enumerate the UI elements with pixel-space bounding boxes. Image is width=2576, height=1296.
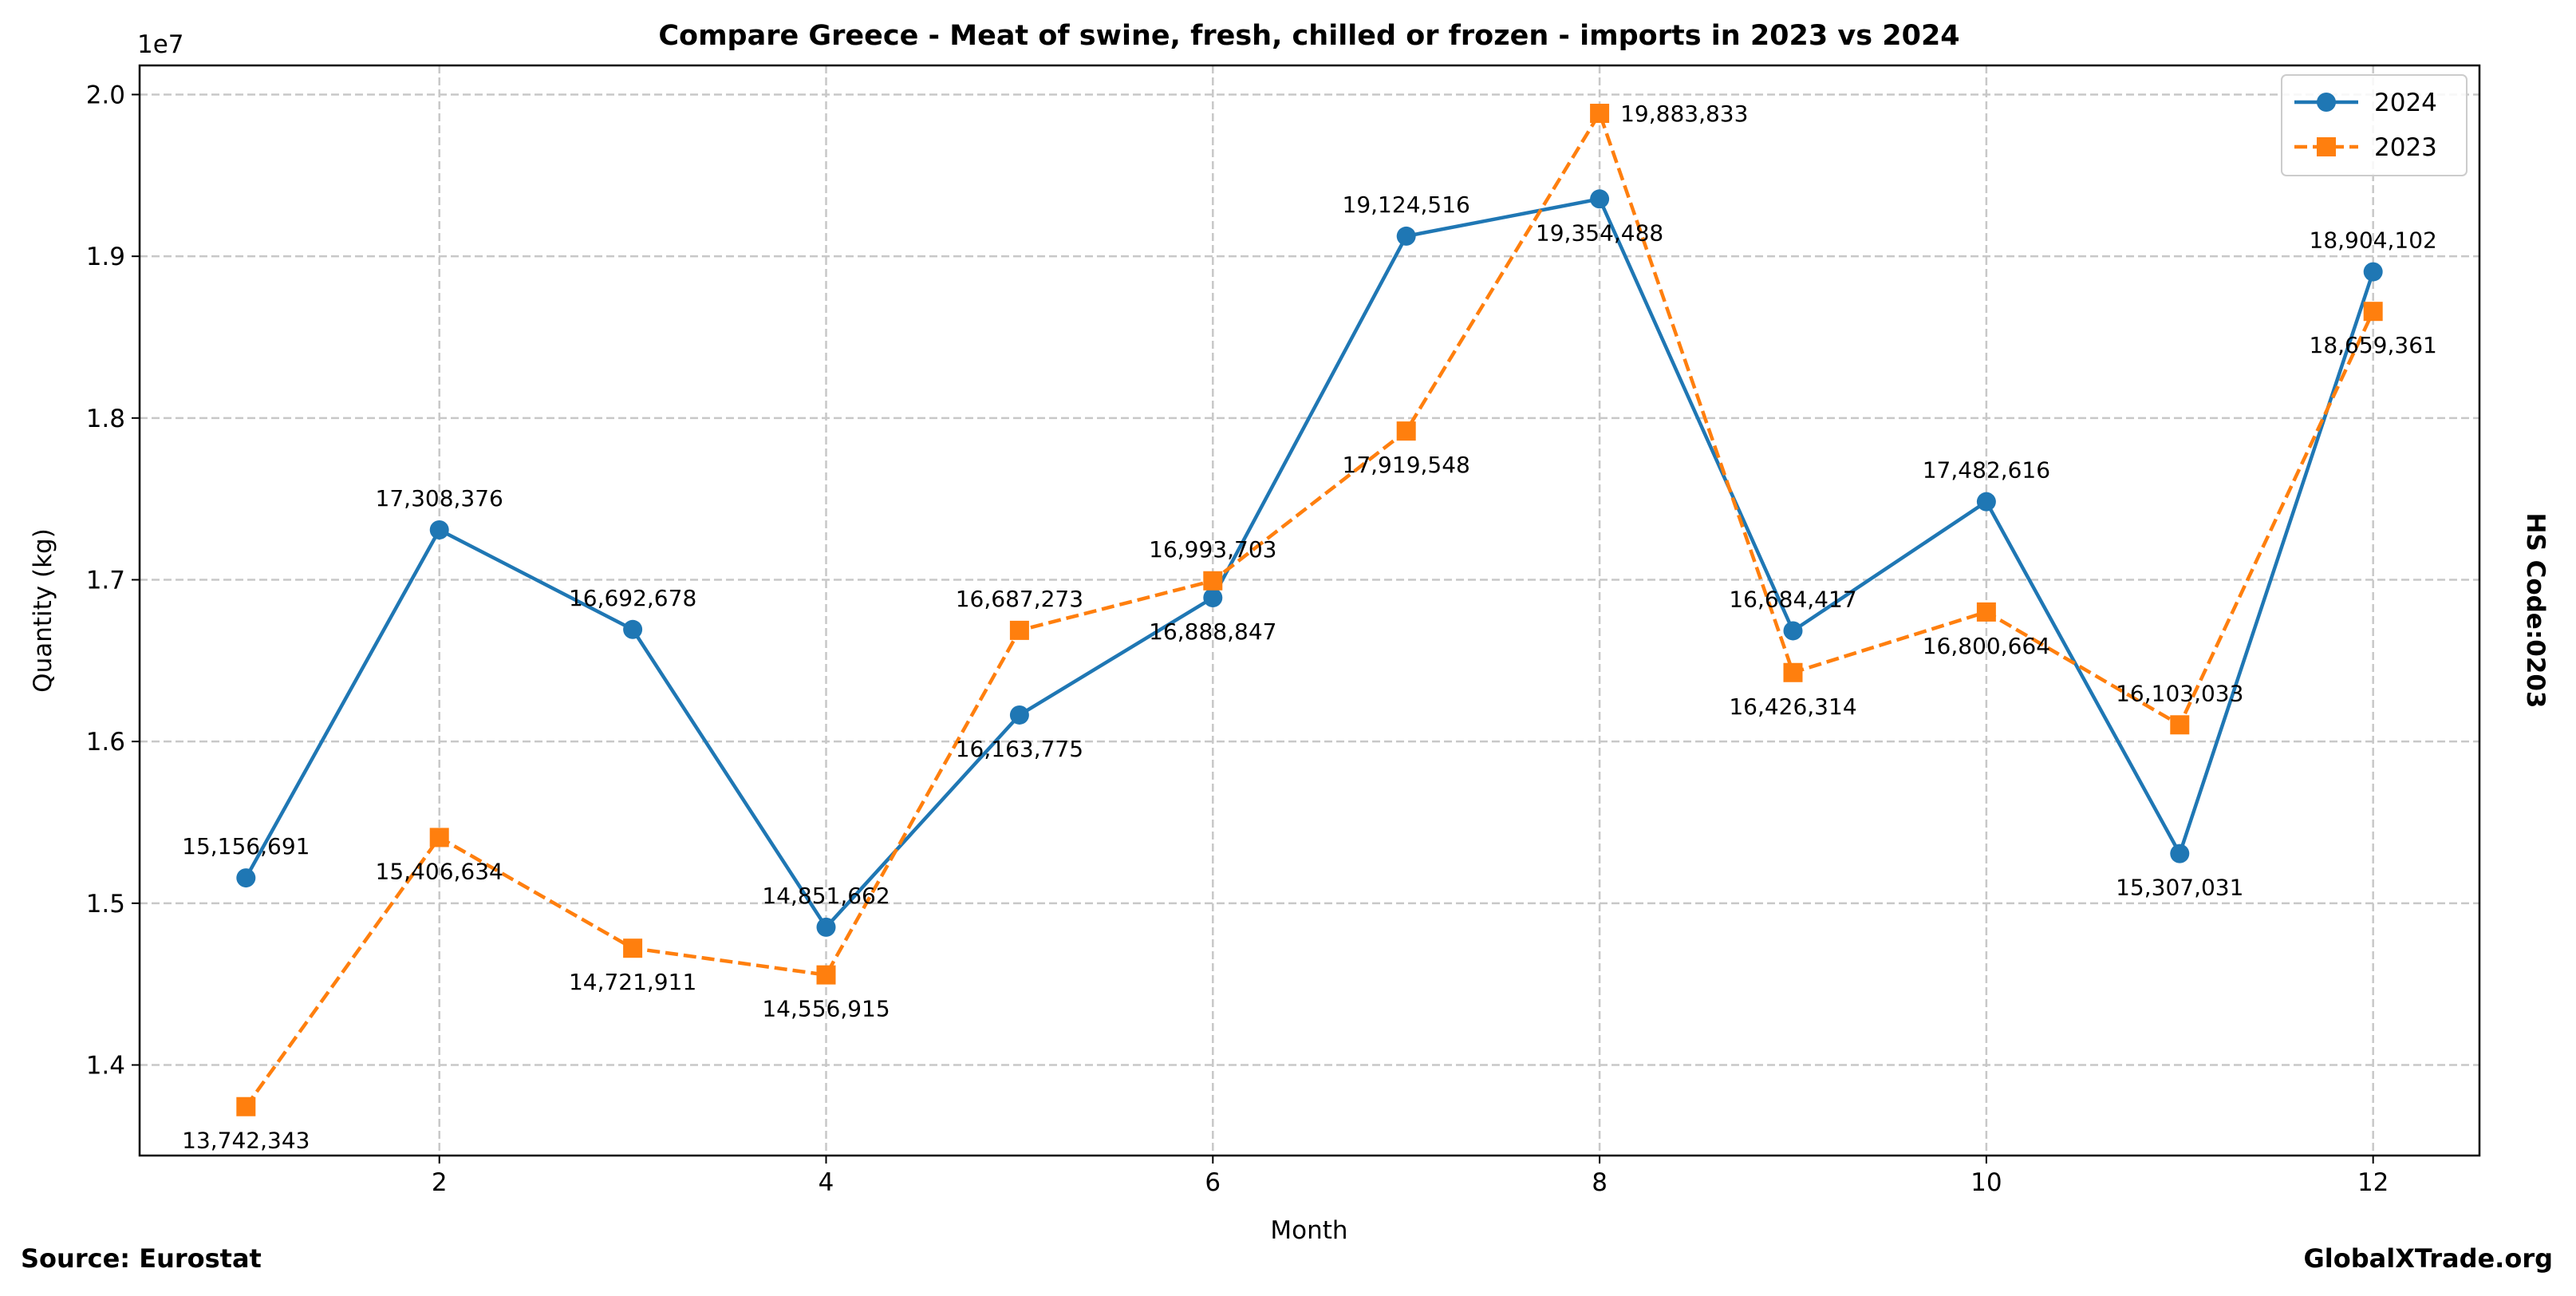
data-point-2024 [816, 917, 836, 937]
y-tick-label: 1.7 [86, 566, 125, 595]
data-point-2023 [2363, 302, 2383, 322]
grid [140, 65, 2479, 1156]
data-point-2023 [1783, 662, 1803, 682]
data-point-2024 [2363, 262, 2383, 282]
chart-title: Compare Greece - Meat of swine, fresh, c… [658, 20, 1959, 52]
data-point-2024 [1009, 705, 1029, 725]
data-label-2023: 15,406,634 [376, 858, 503, 884]
data-point-2024 [1590, 189, 1610, 209]
y-tick-label: 1.4 [86, 1052, 125, 1081]
y-tick-label: 1.5 [86, 890, 125, 919]
brand-label: GlobalXTrade.org [2304, 1243, 2553, 1274]
data-point-2023 [236, 1096, 256, 1116]
data-point-2023 [1590, 104, 1610, 124]
data-point-2023 [1976, 602, 1996, 622]
series-line-2024 [244, 196, 2375, 931]
data-label-2024: 18,904,102 [2310, 227, 2437, 254]
legend-label-2024: 2024 [2374, 89, 2437, 117]
data-label-2023: 13,742,343 [182, 1128, 310, 1154]
data-point-2024 [1976, 492, 1996, 512]
data-label-2023: 14,556,915 [762, 996, 890, 1022]
y-tick-label: 1.6 [86, 728, 125, 757]
data-point-2024 [236, 868, 256, 888]
data-point-2023 [1009, 620, 1029, 640]
data-point-2024 [1783, 621, 1803, 641]
y-axis-label: Quantity (kg) [29, 528, 57, 693]
data-label-2024: 17,308,376 [376, 485, 503, 512]
data-point-2024 [429, 520, 449, 539]
data-point-2024 [2170, 844, 2190, 863]
data-label-2023: 16,687,273 [956, 586, 1083, 612]
data-point-2024 [623, 619, 643, 639]
data-point-2023 [816, 965, 836, 985]
data-label-2024: 16,888,847 [1149, 618, 1276, 645]
data-labels: 15,156,691 13,742,343 17,308,376 15,406,634… [182, 101, 2437, 1154]
data-point-2023 [429, 828, 449, 848]
series-layer [236, 104, 2383, 1116]
hs-code-label: HS Code:0203 [2521, 512, 2550, 708]
legend-marker-2024 [2317, 93, 2336, 112]
data-label-2023: 14,721,911 [569, 969, 696, 995]
data-label-2023: 16,103,033 [2116, 680, 2243, 706]
data-point-2023 [2170, 715, 2190, 735]
data-label-2023: 19,883,833 [1620, 101, 1748, 127]
data-point-2024 [1203, 588, 1223, 608]
y-tick-label: 1.8 [86, 405, 125, 433]
y-tick-label: 2.0 [86, 81, 125, 109]
data-label-2024: 16,684,417 [1729, 586, 1856, 612]
legend: 2024 2023 [2281, 74, 2468, 176]
x-tick-label: 8 [1592, 1168, 1608, 1197]
data-label-2023: 16,800,664 [1923, 633, 2050, 659]
axis-ticks: 2 4 6 8 10 12 1.4 1.5 1.6 1.7 1.8 1.9 2.0 [86, 81, 2389, 1197]
data-label-2024: 15,156,691 [182, 833, 310, 859]
x-tick-label: 10 [1970, 1168, 2002, 1197]
data-point-2023 [1203, 571, 1223, 591]
data-point-2023 [623, 938, 643, 958]
data-point-2023 [1396, 421, 1416, 441]
data-label-2024: 14,851,662 [762, 883, 890, 909]
data-label-2024: 16,163,775 [956, 736, 1083, 762]
data-label-2024: 19,354,488 [1536, 219, 1663, 246]
x-tick-label: 4 [819, 1168, 834, 1197]
data-label-2023: 17,919,548 [1343, 452, 1470, 478]
data-label-2023: 16,426,314 [1729, 693, 1856, 720]
data-label-2024: 15,307,031 [2116, 875, 2243, 901]
data-point-2024 [1396, 226, 1416, 246]
source-label: Source: Eurostat [21, 1243, 262, 1274]
data-label-2024: 19,124,516 [1343, 192, 1470, 218]
y-offset-label: 1e7 [137, 30, 184, 59]
series-line-2023 [244, 109, 2375, 1108]
x-tick-label: 12 [2357, 1168, 2389, 1197]
x-tick-label: 6 [1205, 1168, 1221, 1197]
data-label-2023: 16,993,703 [1149, 536, 1276, 563]
x-axis-label: Month [1270, 1216, 1347, 1245]
legend-marker-2023 [2317, 137, 2336, 156]
plot-frame [138, 64, 2481, 1157]
y-tick-label: 1.9 [86, 243, 125, 271]
data-label-2024: 16,692,678 [569, 585, 696, 611]
data-label-2023: 18,659,361 [2310, 332, 2437, 358]
x-tick-label: 2 [432, 1168, 448, 1197]
data-label-2024: 17,482,616 [1923, 457, 2050, 484]
legend-label-2023: 2023 [2374, 133, 2437, 162]
